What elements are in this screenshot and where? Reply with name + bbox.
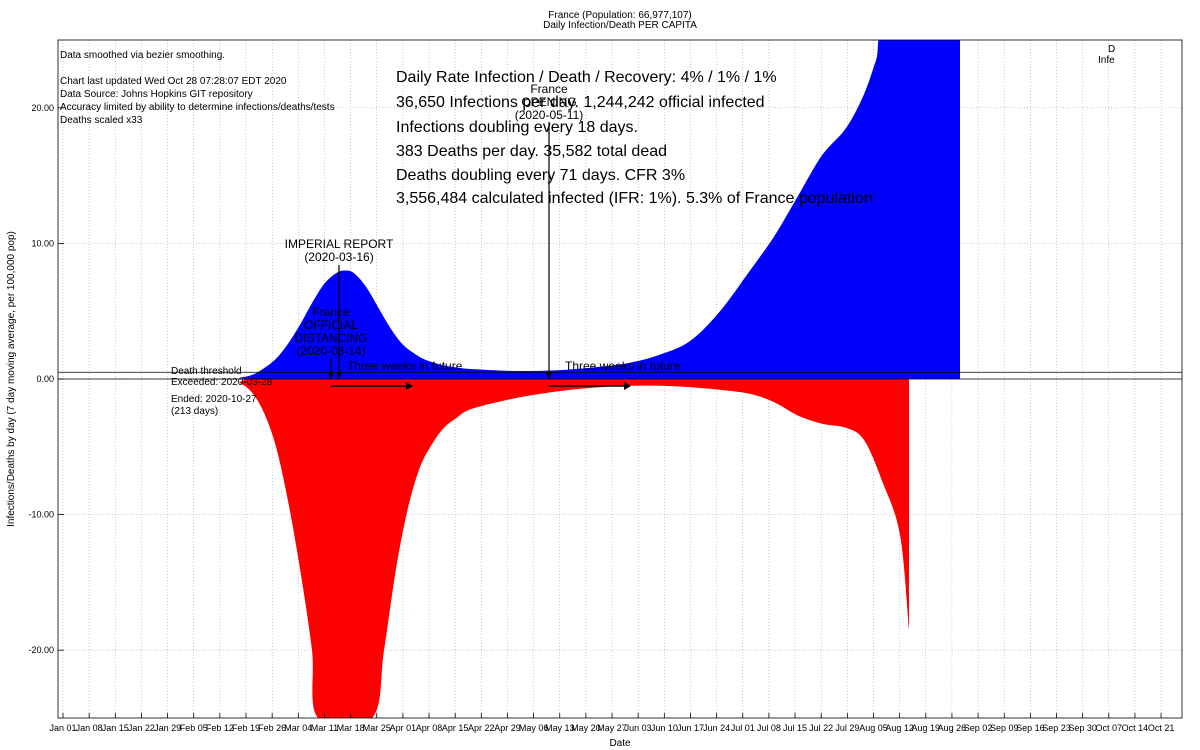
x-tick-label: Sep 30 — [1068, 723, 1097, 733]
threshold-exceeded: Exceeded: 2020-03-28 — [171, 377, 273, 388]
imperial-report-date: (2020-03-16) — [304, 250, 373, 264]
event-opening: France OPENING (2020-05-11) Three weeks … — [515, 82, 681, 390]
x-tick-label: Feb 26 — [258, 723, 286, 733]
stats-calculated-infected: 3,556,484 calculated infected (IFR: 1%).… — [396, 190, 873, 207]
opening-country: France — [530, 82, 568, 96]
y-tick-label: 20.00 — [31, 103, 54, 113]
y-tick-label: 10.00 — [31, 238, 54, 248]
note-accuracy: Accuracy limited by ability to determine… — [60, 102, 335, 113]
x-tick-label: Sep 16 — [1016, 723, 1045, 733]
x-tick-label: Jan 29 — [154, 723, 181, 733]
opening-future-arrowhead — [624, 382, 631, 390]
x-tick-label: Sep 02 — [964, 723, 993, 733]
x-tick-label: Jul 29 — [835, 723, 859, 733]
stats-rates: Daily Rate Infection / Death / Recovery:… — [396, 69, 777, 86]
note-scaled: Deaths scaled x33 — [60, 115, 143, 126]
distancing-country: France — [312, 305, 350, 319]
distancing-future-arrowhead — [406, 382, 413, 390]
chart-subtitle: Daily Infection/Death PER CAPITA — [543, 20, 697, 31]
stats-infection-doubling: Infections doubling every 18 days. — [396, 119, 638, 136]
threshold-info: Death threshold Exceeded: 2020-03-28 End… — [171, 366, 273, 417]
opening-arrowhead — [546, 372, 552, 379]
opening-date: (2020-05-11) — [515, 108, 583, 122]
x-tick-label: May 06 — [519, 723, 549, 733]
x-tick-label: Feb 19 — [232, 723, 260, 733]
distancing-future-label: Three weeks in future — [347, 359, 463, 373]
x-tick-label: Oct 14 — [1122, 723, 1149, 733]
x-tick-label: Jan 15 — [102, 723, 129, 733]
x-tick-label: Jan 08 — [76, 723, 103, 733]
x-tick-label: Apr 22 — [468, 723, 495, 733]
x-axis-label: Date — [609, 738, 631, 749]
x-tick-label: Sep 09 — [990, 723, 1019, 733]
threshold-label: Death threshold — [171, 366, 242, 377]
x-tick-label: Jul 15 — [783, 723, 807, 733]
y-tick-label: 0.00 — [36, 374, 54, 384]
distancing-official: OFFICIAL — [304, 318, 358, 332]
notes: Data smoothed via bezier smoothing. Char… — [60, 50, 335, 126]
x-tick-label: Apr 29 — [494, 723, 521, 733]
x-tick-label: Mar 25 — [363, 723, 391, 733]
distancing-date: (2020-03-14) — [296, 344, 365, 358]
clipped-label-line1: D — [1108, 44, 1115, 55]
clipped-label-line2: Infe — [1098, 55, 1115, 66]
x-tick-label: Jun 17 — [677, 723, 704, 733]
deaths-area — [60, 378, 909, 718]
x-tick-label: Jul 01 — [731, 723, 755, 733]
distancing-distancing: DISTANCING — [294, 331, 367, 345]
x-tick-label: Mar 11 — [311, 723, 338, 733]
x-tick-label: Jul 22 — [809, 723, 833, 733]
x-tick-label: Jan 01 — [49, 723, 76, 733]
x-tick-label: Apr 15 — [442, 723, 469, 733]
x-tick-label: Aug 05 — [859, 723, 888, 733]
note-updated: Chart last updated Wed Oct 28 07:28:07 E… — [60, 76, 287, 87]
imperial-report-title: IMPERIAL REPORT — [285, 237, 394, 251]
x-tick-label: Sep 23 — [1042, 723, 1071, 733]
stats-deaths: 383 Deaths per day. 35,582 total dead — [396, 143, 667, 160]
chart-title: France (Population: 66,977,107) — [548, 10, 691, 21]
infections-area — [60, 40, 960, 380]
y-axis-label: Infections/Deaths by day (7 day moving a… — [6, 231, 17, 527]
x-tick-label: Jun 10 — [651, 723, 678, 733]
x-tick-label: May 20 — [571, 723, 601, 733]
x-tick-label: Apr 01 — [390, 723, 417, 733]
x-tick-label: Aug 19 — [912, 723, 941, 733]
x-tick-label: May 27 — [597, 723, 627, 733]
note-smoothing: Data smoothed via bezier smoothing. — [60, 50, 225, 61]
stats-infections: 36,650 Infections per day. 1,244,242 off… — [396, 94, 765, 111]
event-official-distancing: France OFFICIAL DISTANCING (2020-03-14) … — [294, 305, 463, 390]
opening-title: OPENING — [521, 95, 576, 109]
x-tick-label: Jul 08 — [757, 723, 781, 733]
opening-future-label: Three weeks in future — [565, 359, 681, 373]
x-tick-label: Jun 24 — [703, 723, 730, 733]
x-tick-label: Mar 18 — [337, 723, 365, 733]
threshold-days: (213 days) — [171, 406, 218, 417]
x-tick-label: Jan 22 — [128, 723, 155, 733]
x-tick-label: May 13 — [545, 723, 575, 733]
x-tick-label: Oct 07 — [1096, 723, 1123, 733]
x-tick-label: Feb 05 — [180, 723, 208, 733]
event-imperial-report: IMPERIAL REPORT (2020-03-16) — [285, 237, 394, 379]
threshold-ended: Ended: 2020-10-27 — [171, 394, 257, 405]
stats-death-doubling: Deaths doubling every 71 days. CFR 3% — [396, 167, 685, 184]
x-tick-label: Apr 08 — [416, 723, 443, 733]
y-axis-ticks: 20.00 10.00 0.00 -10.00 -20.00 — [28, 103, 64, 655]
y-tick-label: -10.00 — [28, 510, 54, 520]
y-tick-label: -20.00 — [28, 645, 54, 655]
stats-block: Daily Rate Infection / Death / Recovery:… — [396, 69, 873, 207]
imperial-report-arrowhead — [336, 372, 342, 379]
note-source: Data Source: Johns Hopkins GIT repositor… — [60, 89, 253, 100]
x-tick-label: Aug 26 — [938, 723, 967, 733]
distancing-arrowhead — [328, 372, 334, 379]
x-tick-label: Aug 12 — [885, 723, 914, 733]
x-tick-label: Oct 21 — [1148, 723, 1175, 733]
clipped-label: D Infe — [1098, 44, 1115, 66]
x-tick-label: Mar 04 — [284, 723, 312, 733]
x-tick-label: Jun 03 — [625, 723, 652, 733]
x-tick-label: Feb 12 — [206, 723, 234, 733]
